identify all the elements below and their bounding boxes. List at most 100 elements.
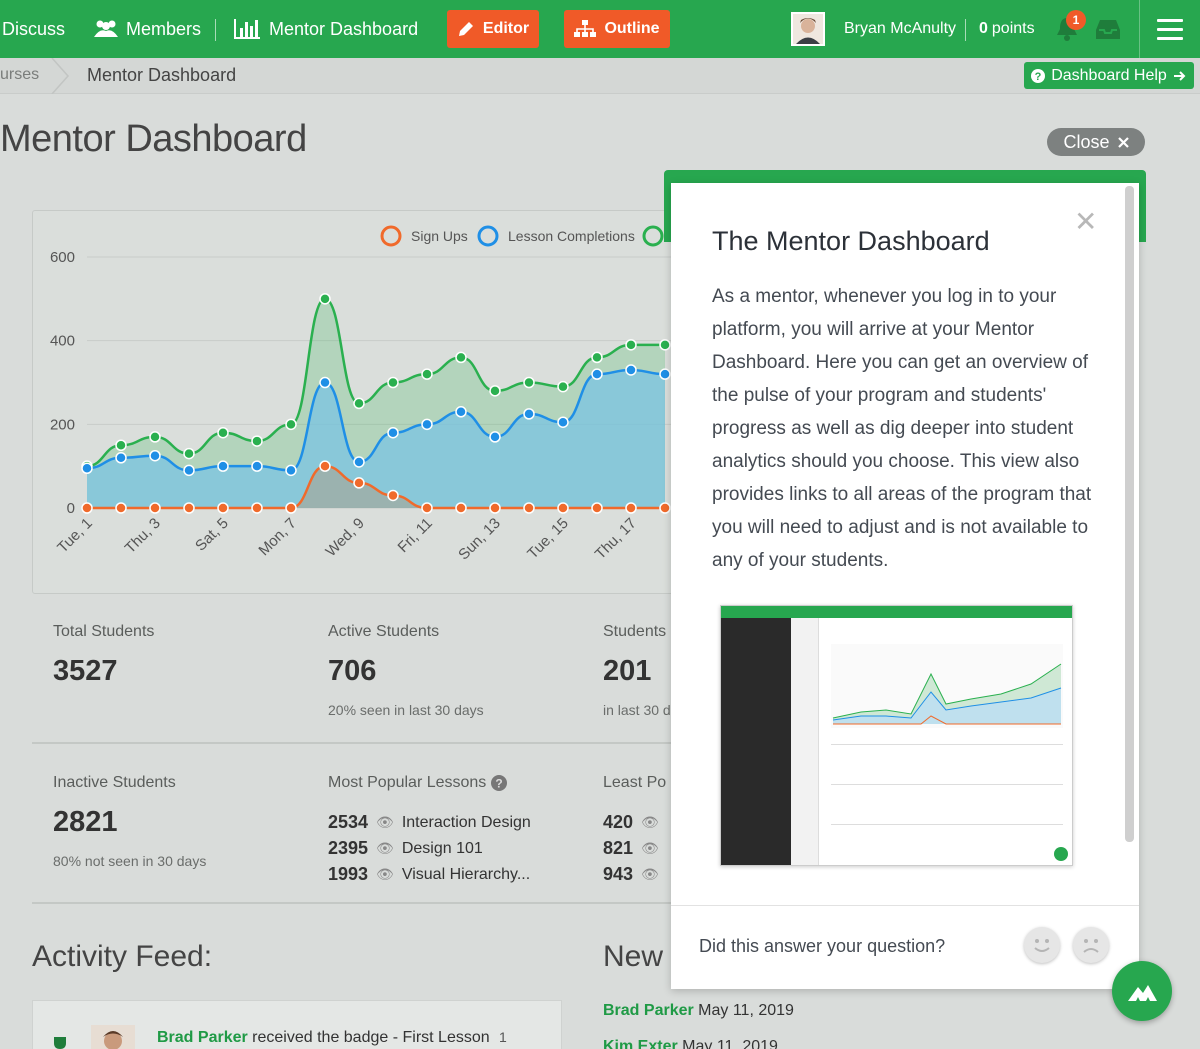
data-point [149,431,161,443]
x-tick-label: Sun, 13 [455,515,504,564]
data-point [591,502,603,514]
sad-face-icon[interactable] [1073,927,1109,963]
data-point [217,460,229,472]
newest-student-name[interactable]: Brad Parker [603,1002,694,1019]
outline-button[interactable]: Outline [564,10,670,48]
happy-face-icon[interactable] [1024,927,1060,963]
modal-title: The Mentor Dashboard [712,226,990,256]
data-point [455,406,467,418]
data-point [489,431,501,443]
inactive-students-value: 2821 [53,806,118,838]
least-lesson-row[interactable]: 420 👁 [603,812,659,833]
user-avatar[interactable] [791,12,825,46]
nav-discuss[interactable]: Discuss [2,0,65,58]
close-button[interactable]: Close [1047,128,1145,156]
avatar [91,1025,135,1049]
popular-lesson-row[interactable]: 2534 👁 Interaction Design [328,812,531,833]
bar-chart-icon [234,19,260,39]
data-point [659,368,671,380]
newest-student-row[interactable]: Brad Parker May 11, 2019 [603,1002,794,1020]
points-display[interactable]: 0 points [979,0,1035,58]
newest-students-title: New [603,940,664,973]
data-point [149,449,161,462]
hamburger-menu-icon[interactable] [1139,0,1200,58]
total-students-value: 3527 [53,655,118,687]
data-point [319,293,331,305]
data-point [489,502,501,514]
divider [32,742,672,744]
dashboard-help-button[interactable]: ? Dashboard Help [1024,62,1194,89]
editor-button[interactable]: Editor [447,10,539,48]
data-point [353,456,365,468]
data-point [285,502,297,514]
data-point [115,439,127,451]
data-point [319,460,331,472]
nav-members-label: Members [126,18,202,39]
breadcrumb-courses[interactable]: urses [0,66,40,83]
data-point [319,376,331,389]
lesson-count: 943 [603,864,634,884]
data-point [557,380,569,393]
modal-scrollbar[interactable] [1125,186,1134,842]
data-point [421,502,433,514]
data-point [625,502,637,514]
lesson-title: Interaction Design [401,813,531,831]
data-point [421,418,433,431]
newest-student-row[interactable]: Kim Exter May 11, 2019 [603,1038,778,1049]
nav-members[interactable]: Members [94,0,201,58]
nav-mentor-dashboard[interactable]: Mentor Dashboard [233,0,418,58]
newest-student-date: May 11, 2019 [698,1002,794,1019]
activity-feed-title: Activity Feed: [32,940,213,973]
lesson-count: 821 [603,838,634,858]
lesson-count: 1993 [328,864,369,884]
x-tick-label: Tue, 1 [54,515,96,557]
user-name-label: Bryan McAnulty [844,20,957,37]
popular-lesson-row[interactable]: 2395 👁 Design 101 [328,838,483,859]
data-point [455,351,467,364]
y-tick-label: 200 [50,416,75,433]
data-point [387,376,399,389]
least-lesson-row[interactable]: 943 👁 [603,864,659,885]
data-point [387,426,399,439]
data-point [115,502,127,514]
points-count: 0 [979,20,988,37]
legend-marker [477,225,499,247]
data-point [217,426,229,439]
lesson-count: 2534 [328,812,369,832]
data-point [591,368,603,380]
feedback-question: Did this answer your question? [699,936,946,956]
inbox-button[interactable] [1095,0,1121,58]
newest-student-name[interactable]: Kim Exter [603,1038,678,1049]
popular-lesson-row[interactable]: 1993 👁 Visual Hierarchy... [328,864,530,885]
dashboard-help-label: Dashboard Help [1051,66,1167,84]
y-tick-label: 400 [50,333,75,350]
data-point [557,416,569,428]
y-tick-label: 0 [67,500,75,517]
points-label: points [991,20,1035,37]
lesson-title: Visual Hierarchy... [401,865,531,883]
activity-chart: 0 200 400 600 Tue, 1 Thu, 3 Sat, 5 Mon, 7 Wed, 9… [50,225,683,564]
data-point [523,502,535,514]
question-circle-icon[interactable]: ? [491,775,508,791]
inbox-icon [1096,20,1120,39]
feed-item-text: Brad Parker received the badge - First L… [157,1029,490,1047]
total-students-label: Total Students [53,623,155,640]
active-students-sub: 20% seen in last 30 days [328,702,484,718]
x-tick-label: Wed, 9 [322,515,367,560]
help-launcher-button[interactable] [1112,961,1172,1021]
user-name[interactable]: Bryan McAnulty [844,0,956,58]
nav-discuss-label: Discuss [2,18,66,39]
data-point [523,376,535,389]
page-title: Mentor Dashboard [0,118,307,160]
feed-item-user[interactable]: Brad Parker [157,1029,248,1046]
eye-icon: 👁 [376,840,394,856]
modal-close-icon[interactable]: ✕ [1074,206,1098,237]
modal-feedback-footer [671,905,1139,989]
x-tick-label: Thu, 3 [122,515,164,557]
least-lesson-row[interactable]: 821 👁 [603,838,659,859]
breadcrumb-current: Mentor Dashboard [87,65,237,85]
breadcrumb: urses Mentor Dashboard ? Dashboard Help [0,58,1200,94]
x-tick-label: Mon, 7 [255,515,299,559]
data-point [285,418,297,431]
close-icon [1117,136,1129,148]
